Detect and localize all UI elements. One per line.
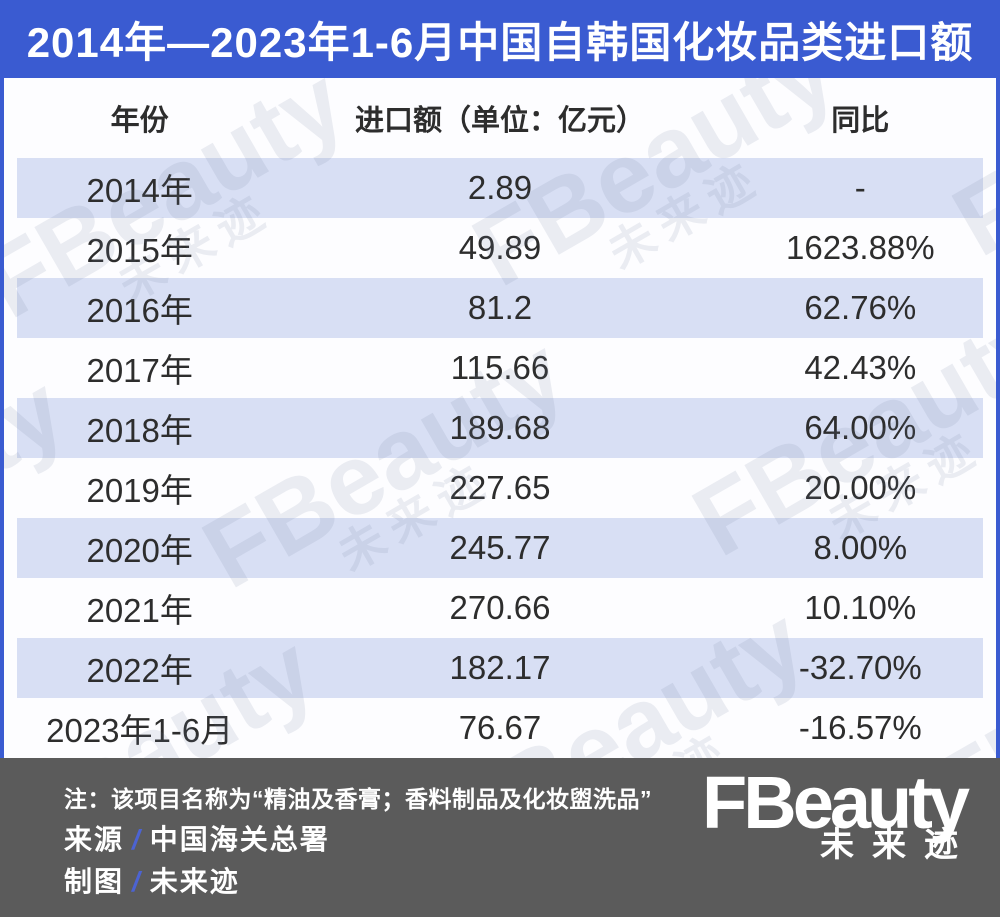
column-header-value: 进口额（单位：亿元） [354,105,645,137]
table-body: 2014年 2.89 - 2015年 49.89 1623.88% 2016年 … [17,158,983,758]
credit-line: 制图 / 未来迹 [64,860,240,900]
column-header-year: 年份 [110,105,169,137]
title-bar: 2014年—2023年1-6月中国自韩国化妆品类进口额 [0,0,1000,78]
fbeauty-logo: FBeauty 未来迹 [702,761,970,863]
import-value-cell: 182.17 [449,649,551,686]
source-line: 来源 / 中国海关总署 [64,818,330,858]
source-value: 中国海关总署 [149,824,330,855]
year-cell: 2014年 [86,172,193,209]
import-value-cell: 270.66 [449,589,551,626]
logo-wordmark: FBeauty [702,761,970,844]
yoy-cell: 64.00% [804,409,917,446]
slash-separator: / [132,824,142,855]
footnote: 注：该项目名称为“精油及香膏；香料制品及化妆盥洗品” [64,786,652,812]
year-cell: 2020年 [86,532,193,569]
import-value-cell: 76.67 [458,709,542,746]
year-cell: 2018年 [86,412,193,449]
table-header-row: 年份 进口额（单位：亿元） 同比 [4,78,996,158]
year-cell: 2019年 [86,472,193,509]
table-row: 2014年 2.89 - [17,158,983,218]
table-row: 2020年 245.77 8.00% [17,518,983,578]
yoy-cell: 1623.88% [785,229,935,266]
import-value-cell: 245.77 [449,529,551,566]
page-title: 2014年—2023年1-6月中国自韩国化妆品类进口额 [26,18,974,66]
yoy-cell: -32.70% [798,649,922,686]
table-row: 2018年 189.68 64.00% [17,398,983,458]
table-row: 2021年 270.66 10.10% [17,578,983,638]
import-value-cell: 115.66 [450,349,550,386]
year-cell: 2023年1-6月 [46,712,234,749]
year-cell: 2015年 [86,232,193,269]
table-row: 2017年 115.66 42.43% [17,338,983,398]
table-row: 2022年 182.17 -32.70% [17,638,983,698]
yoy-cell: 42.43% [804,349,917,386]
slash-separator: / [132,866,142,897]
footer: 注：该项目名称为“精油及香膏；香料制品及化妆盥洗品” 来源 / 中国海关总署 制图 /… [0,758,1000,917]
year-cell: 2021年 [86,592,193,629]
yoy-cell: 62.76% [804,289,917,326]
yoy-cell: - [854,169,866,206]
credit-label: 制图 [64,866,125,897]
yoy-cell: 10.10% [804,589,917,626]
import-value-cell: 189.68 [449,409,551,446]
import-value-cell: 227.65 [449,469,551,506]
table-row: 2016年 81.2 62.76% [17,278,983,338]
import-value-cell: 49.89 [458,229,542,266]
table-row: 2019年 227.65 20.00% [17,458,983,518]
column-header-yoy: 同比 [831,105,890,137]
table-panel: 年份 进口额（单位：亿元） 同比 2014年 2.89 - 2015年 49.8… [4,78,996,758]
source-label: 来源 [64,824,125,855]
import-value-cell: 2.89 [467,169,533,206]
year-cell: 2017年 [86,352,193,389]
year-cell: 2022年 [86,652,193,689]
yoy-cell: -16.57% [798,709,922,746]
import-value-cell: 81.2 [467,289,533,326]
table-row: 2015年 49.89 1623.88% [17,218,983,278]
table-row: 2023年1-6月 76.67 -16.57% [17,698,983,758]
logo-subtext: 未来迹 [820,826,976,864]
year-cell: 2016年 [86,292,193,329]
credit-value: 未来迹 [149,866,240,897]
yoy-cell: 8.00% [813,529,908,566]
yoy-cell: 20.00% [804,469,917,506]
